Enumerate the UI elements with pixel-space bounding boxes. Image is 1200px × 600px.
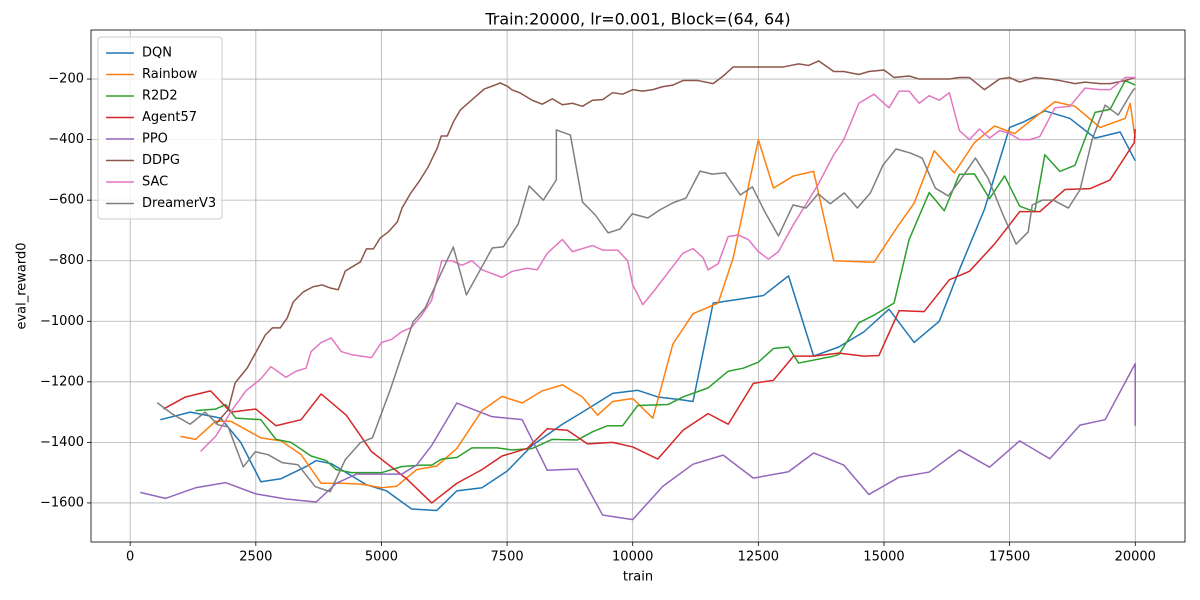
y-tick-label: −200 (48, 72, 84, 87)
legend-label: DreamerV3 (142, 196, 216, 211)
y-tick-label: −800 (48, 253, 84, 268)
y-tick-label: −1400 (40, 435, 84, 450)
x-tick-label: 7500 (491, 550, 524, 565)
series-line (160, 110, 1136, 512)
y-tick-label: −600 (48, 193, 84, 208)
chart-title: Train:20000, lr=0.001, Block=(64, 64) (484, 10, 790, 29)
x-tick-label: 0 (126, 550, 134, 565)
series-line (200, 76, 1136, 452)
series-line (156, 87, 1136, 493)
series-line (215, 60, 1136, 425)
x-tick-label: 12500 (738, 550, 779, 565)
series-line (162, 128, 1136, 504)
y-tick-label: −1200 (40, 374, 84, 389)
y-axis-label: eval_reward0 (15, 242, 30, 329)
x-axis-label: train (623, 570, 653, 585)
x-tick-label: 20000 (1115, 550, 1156, 565)
series-line (180, 101, 1136, 489)
series-line (140, 362, 1136, 521)
legend-box (97, 36, 223, 220)
y-tick-label: −1600 (40, 495, 84, 510)
x-tick-label: 15000 (863, 550, 904, 565)
x-tick-label: 5000 (365, 550, 398, 565)
legend-label: DQN (142, 46, 172, 61)
x-tick-label: 17500 (989, 550, 1030, 565)
y-tick-label: −400 (48, 132, 84, 147)
y-tick-label: −1000 (40, 314, 84, 329)
legend-label: R2D2 (142, 89, 178, 104)
series-line (195, 79, 1136, 474)
grid (91, 30, 1185, 542)
legend-label: DDPG (142, 153, 180, 168)
legend-label: Agent57 (142, 110, 197, 125)
legend-label: Rainbow (142, 67, 198, 82)
legend: DQN Rainbow R2D2 Agent57 PPO DDPG SAC DreamerV3 (97, 36, 223, 220)
x-tick-label: 2500 (239, 550, 272, 565)
plot-frame (90, 29, 1186, 543)
legend-label: SAC (142, 175, 168, 190)
lines (140, 60, 1136, 521)
legend-label: PPO (142, 132, 168, 147)
x-tick-label: 10000 (612, 550, 653, 565)
